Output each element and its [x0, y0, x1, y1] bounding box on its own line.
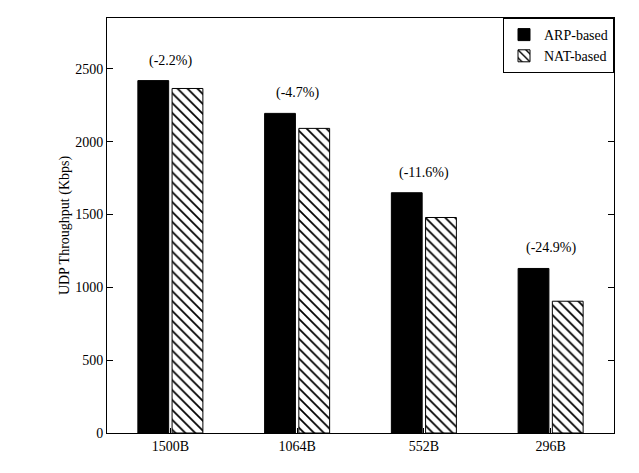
svg-text:1064B: 1064B: [278, 439, 315, 454]
svg-text:500: 500: [82, 353, 103, 368]
svg-text:1500: 1500: [75, 207, 103, 222]
svg-text:ARP-based: ARP-based: [544, 28, 608, 43]
svg-text:2500: 2500: [75, 62, 103, 77]
svg-text:(-4.7%): (-4.7%): [276, 85, 319, 101]
svg-text:(-24.9%): (-24.9%): [526, 240, 576, 256]
svg-text:UDP Throughput (Kbps): UDP Throughput (Kbps): [57, 156, 73, 296]
svg-text:0: 0: [96, 426, 103, 441]
svg-text:(-11.6%): (-11.6%): [399, 165, 449, 181]
svg-text:552B: 552B: [409, 439, 439, 454]
svg-text:1000: 1000: [75, 280, 103, 295]
svg-text:NAT-based: NAT-based: [544, 49, 606, 64]
svg-text:2000: 2000: [75, 135, 103, 150]
svg-text:296B: 296B: [535, 439, 565, 454]
svg-text:1500B: 1500B: [152, 439, 189, 454]
svg-text:(-2.2%): (-2.2%): [149, 53, 192, 69]
